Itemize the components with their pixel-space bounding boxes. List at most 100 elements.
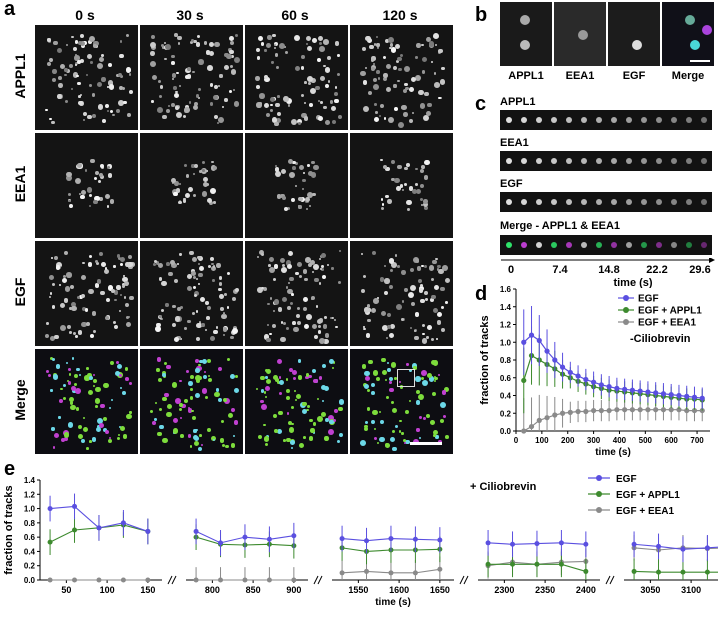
spot [186, 273, 192, 279]
spot [220, 307, 225, 312]
spot [551, 199, 557, 205]
spot [303, 323, 310, 330]
spot [551, 158, 557, 164]
x-tick-label: 850 [246, 585, 261, 595]
spot [55, 265, 61, 270]
spot [441, 390, 447, 395]
spot [197, 272, 203, 278]
spot [315, 85, 320, 91]
data-point [699, 395, 705, 401]
spot [372, 62, 376, 66]
spot [166, 365, 171, 370]
spot [403, 166, 408, 171]
spot [380, 158, 383, 162]
spot [521, 117, 527, 123]
spot [307, 82, 311, 86]
spot [369, 44, 374, 50]
spot [287, 288, 294, 295]
spot [91, 436, 97, 442]
spot [282, 322, 286, 326]
spot [80, 40, 86, 46]
spot [371, 308, 377, 314]
spot [320, 100, 324, 104]
spot [52, 374, 59, 380]
spot [184, 193, 190, 199]
spot [191, 38, 195, 42]
x-tick-label: 100 [535, 436, 549, 445]
spot [184, 164, 188, 168]
data-point [583, 408, 589, 415]
spot [596, 242, 602, 248]
panel-c-row-label-egf: EGF [500, 178, 523, 190]
spot [295, 162, 299, 166]
spot [301, 55, 305, 60]
spot [305, 375, 309, 380]
spot [125, 377, 130, 382]
spot [173, 336, 179, 342]
spot [311, 323, 317, 329]
spot [169, 259, 175, 265]
data-point [656, 569, 662, 575]
spot [213, 114, 219, 119]
x-tick-label: 3050 [640, 585, 660, 595]
spot [275, 102, 280, 108]
spot [60, 437, 66, 443]
spot [128, 73, 132, 76]
spot [274, 53, 279, 58]
spot [306, 314, 313, 321]
spot [435, 337, 438, 341]
spot [370, 382, 376, 388]
spot [363, 327, 366, 331]
legend-label: EGF [616, 474, 637, 485]
spot [175, 105, 180, 111]
data-point [656, 543, 662, 549]
spot [101, 119, 106, 124]
spot [611, 242, 617, 248]
spot [375, 376, 380, 381]
spot [91, 93, 96, 98]
spot [94, 195, 101, 202]
spot [78, 100, 83, 106]
spot [52, 69, 57, 74]
spot [332, 419, 336, 423]
spot [173, 191, 179, 197]
spot [376, 70, 380, 74]
spot [382, 164, 387, 169]
spot [328, 359, 334, 364]
spot [390, 160, 395, 165]
x-tick-label: 500 [639, 436, 653, 445]
spot [321, 411, 326, 417]
spot [167, 403, 173, 409]
spot [364, 375, 370, 381]
legend-marker [596, 475, 602, 481]
spot [86, 187, 93, 193]
spot [302, 401, 307, 406]
chart-e: 0.0 0.2 0.4 0.6 0.8 1.0 1.2 1.4 fraction of trac… [3, 474, 718, 608]
micrograph-merge-3 [350, 349, 453, 454]
spot [388, 381, 392, 385]
spot [199, 359, 203, 364]
spot [81, 274, 87, 280]
y-tick-label: 1.2 [24, 490, 36, 499]
spot [205, 50, 211, 56]
data-point [558, 561, 564, 567]
spot [412, 188, 418, 194]
spot [383, 73, 388, 78]
spot [338, 249, 341, 253]
spot [158, 407, 162, 411]
spot [303, 116, 309, 121]
spot [152, 262, 156, 266]
data-point [544, 348, 550, 354]
spot [84, 169, 88, 172]
spot [194, 294, 198, 298]
spot [320, 384, 326, 390]
spot [51, 120, 56, 125]
spot [70, 386, 76, 392]
spot [215, 326, 219, 329]
data-point [631, 541, 637, 547]
spot [195, 358, 200, 363]
spot [434, 43, 438, 47]
spot [125, 67, 132, 73]
axis-break [171, 575, 177, 585]
spot [96, 418, 103, 424]
